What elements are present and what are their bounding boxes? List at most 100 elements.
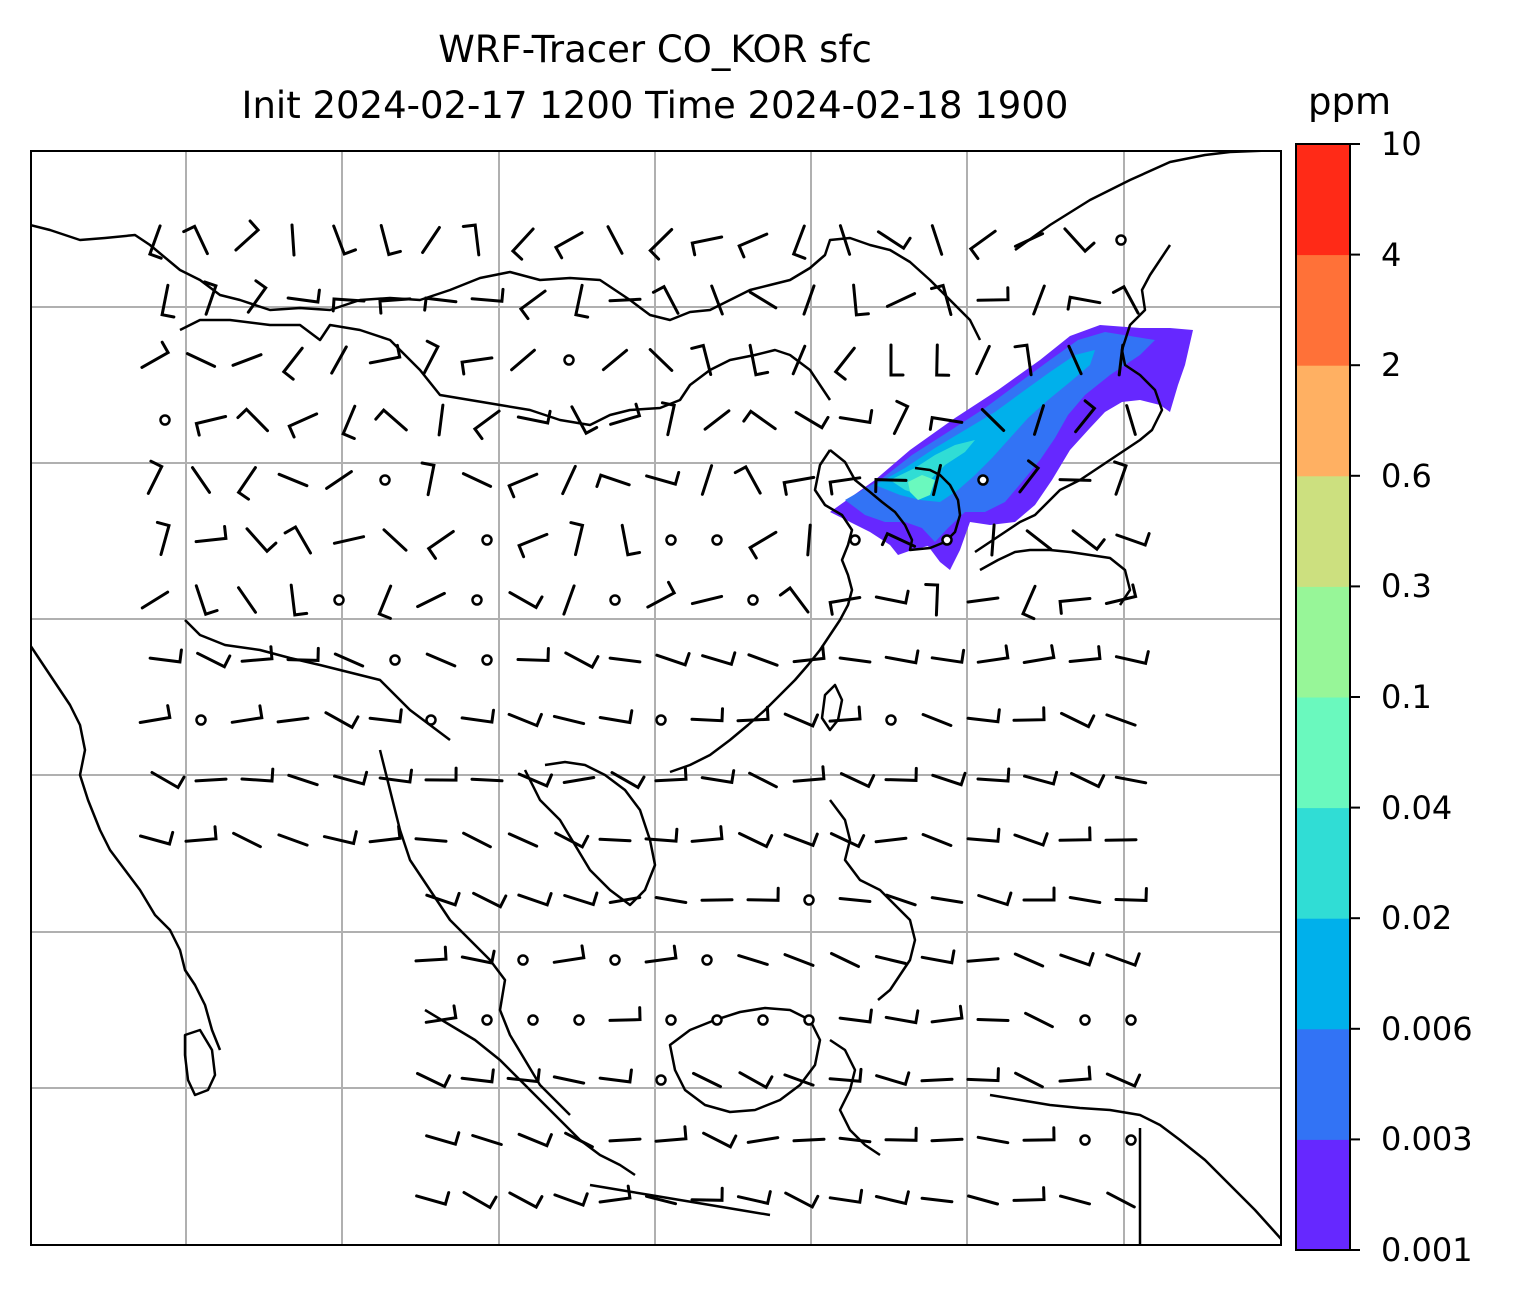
wind-barb: [461, 223, 481, 257]
wind-barb: [562, 584, 576, 616]
wind-barb: [1063, 227, 1096, 254]
wind-barb: [184, 825, 218, 843]
wind-barb: [426, 530, 455, 560]
wind-barb: [792, 1137, 826, 1143]
calm-marker: [609, 594, 621, 606]
coast-south-asia: [30, 644, 222, 1051]
wind-barb: [155, 520, 171, 556]
wind-barb: [648, 228, 674, 261]
wind-barb: [966, 1067, 1000, 1083]
wind-barb: [237, 586, 257, 614]
wind-barb: [562, 776, 596, 784]
wind-barb: [240, 645, 274, 663]
wind-barb: [552, 944, 586, 964]
colorbar-segment: [1296, 254, 1350, 366]
wind-barb: [921, 833, 953, 847]
wind-barb: [885, 893, 917, 907]
wind-barb: [281, 346, 304, 381]
wind-barb: [702, 1131, 738, 1149]
wind-barb: [1021, 584, 1037, 621]
wind-barb: [378, 297, 412, 315]
wind-barb: [379, 224, 402, 257]
wind-barb: [1058, 826, 1092, 842]
wind-barb: [828, 705, 862, 723]
wind-barb: [748, 771, 778, 789]
wind-barb: [778, 585, 810, 614]
wind-barb: [437, 403, 445, 437]
wind-barb: [968, 229, 997, 260]
wind-barb: [920, 1196, 954, 1204]
wind-barb: [737, 232, 769, 259]
wind-barb: [1058, 478, 1092, 482]
wind-barb: [885, 292, 917, 308]
calm-marker: [159, 414, 171, 426]
wind-barb: [460, 1068, 495, 1084]
wind-barb: [507, 832, 539, 848]
wind-barb: [783, 712, 819, 728]
calm-marker: [747, 594, 759, 606]
wind-barb: [738, 832, 774, 849]
calm-marker: [609, 954, 621, 966]
calm-marker: [573, 1014, 585, 1026]
colorbar-tick-label: 0.04: [1381, 788, 1453, 827]
wind-barb: [1066, 295, 1102, 311]
wind-barb: [935, 343, 951, 377]
wind-barb: [646, 580, 677, 609]
calm-marker: [333, 594, 345, 606]
wind-barb: [1013, 832, 1049, 847]
wind-barb: [645, 471, 681, 486]
wind-barb: [976, 286, 1010, 302]
colorbar-segment: [1296, 697, 1350, 809]
wind-barb: [1068, 645, 1102, 663]
wind-barb: [1111, 284, 1140, 315]
wind-barb: [563, 891, 599, 907]
wind-barb: [570, 405, 599, 436]
wind-barb: [931, 771, 967, 787]
wind-barb: [421, 226, 441, 254]
wind-barb: [462, 1191, 498, 1210]
wind-barb: [1058, 1065, 1092, 1083]
wind-barb: [838, 1008, 873, 1024]
wind-barb: [875, 1071, 911, 1087]
wind-barb: [1023, 770, 1059, 786]
wind-barbs: [138, 219, 1151, 1210]
calm-marker: [481, 534, 493, 546]
wind-barb: [1059, 952, 1095, 967]
wind-barb: [561, 464, 577, 496]
calm-marker: [481, 1014, 493, 1026]
wind-barb: [553, 1192, 589, 1208]
wind-barb: [196, 651, 232, 669]
wind-barb: [791, 344, 807, 376]
wind-barb: [1114, 887, 1148, 903]
wind-barb: [382, 528, 408, 552]
colorbar-tick-label: 4: [1381, 235, 1402, 274]
wind-barb: [1025, 529, 1053, 551]
wind-barb: [246, 279, 268, 314]
wind-barb: [737, 954, 769, 966]
wind-barb: [690, 825, 724, 843]
wind-barb: [460, 708, 495, 724]
calm-marker: [885, 714, 897, 726]
wind-barb: [1068, 896, 1102, 904]
wind-barb: [471, 1134, 503, 1146]
wind-barb: [606, 225, 624, 255]
wind-barb: [828, 1067, 863, 1083]
wind-barb: [651, 284, 680, 315]
wind-barb: [148, 648, 183, 664]
coast-sumatra: [424, 1008, 636, 1177]
wind-barb: [331, 297, 366, 313]
colorbar-tick-label: 0.001: [1381, 1231, 1473, 1269]
calm-marker: [655, 1074, 667, 1086]
wind-barb: [608, 656, 642, 664]
wind-barb: [792, 645, 826, 664]
wind-barb: [569, 521, 585, 557]
wind-barb: [794, 410, 830, 430]
wind-barb: [966, 827, 1001, 843]
colorbar-segment: [1296, 144, 1350, 256]
wind-barb: [975, 344, 991, 376]
wind-barb: [828, 476, 862, 496]
wind-barb: [838, 409, 874, 425]
calm-marker: [803, 894, 815, 906]
calm-marker: [517, 954, 529, 966]
calm-marker: [379, 474, 391, 486]
